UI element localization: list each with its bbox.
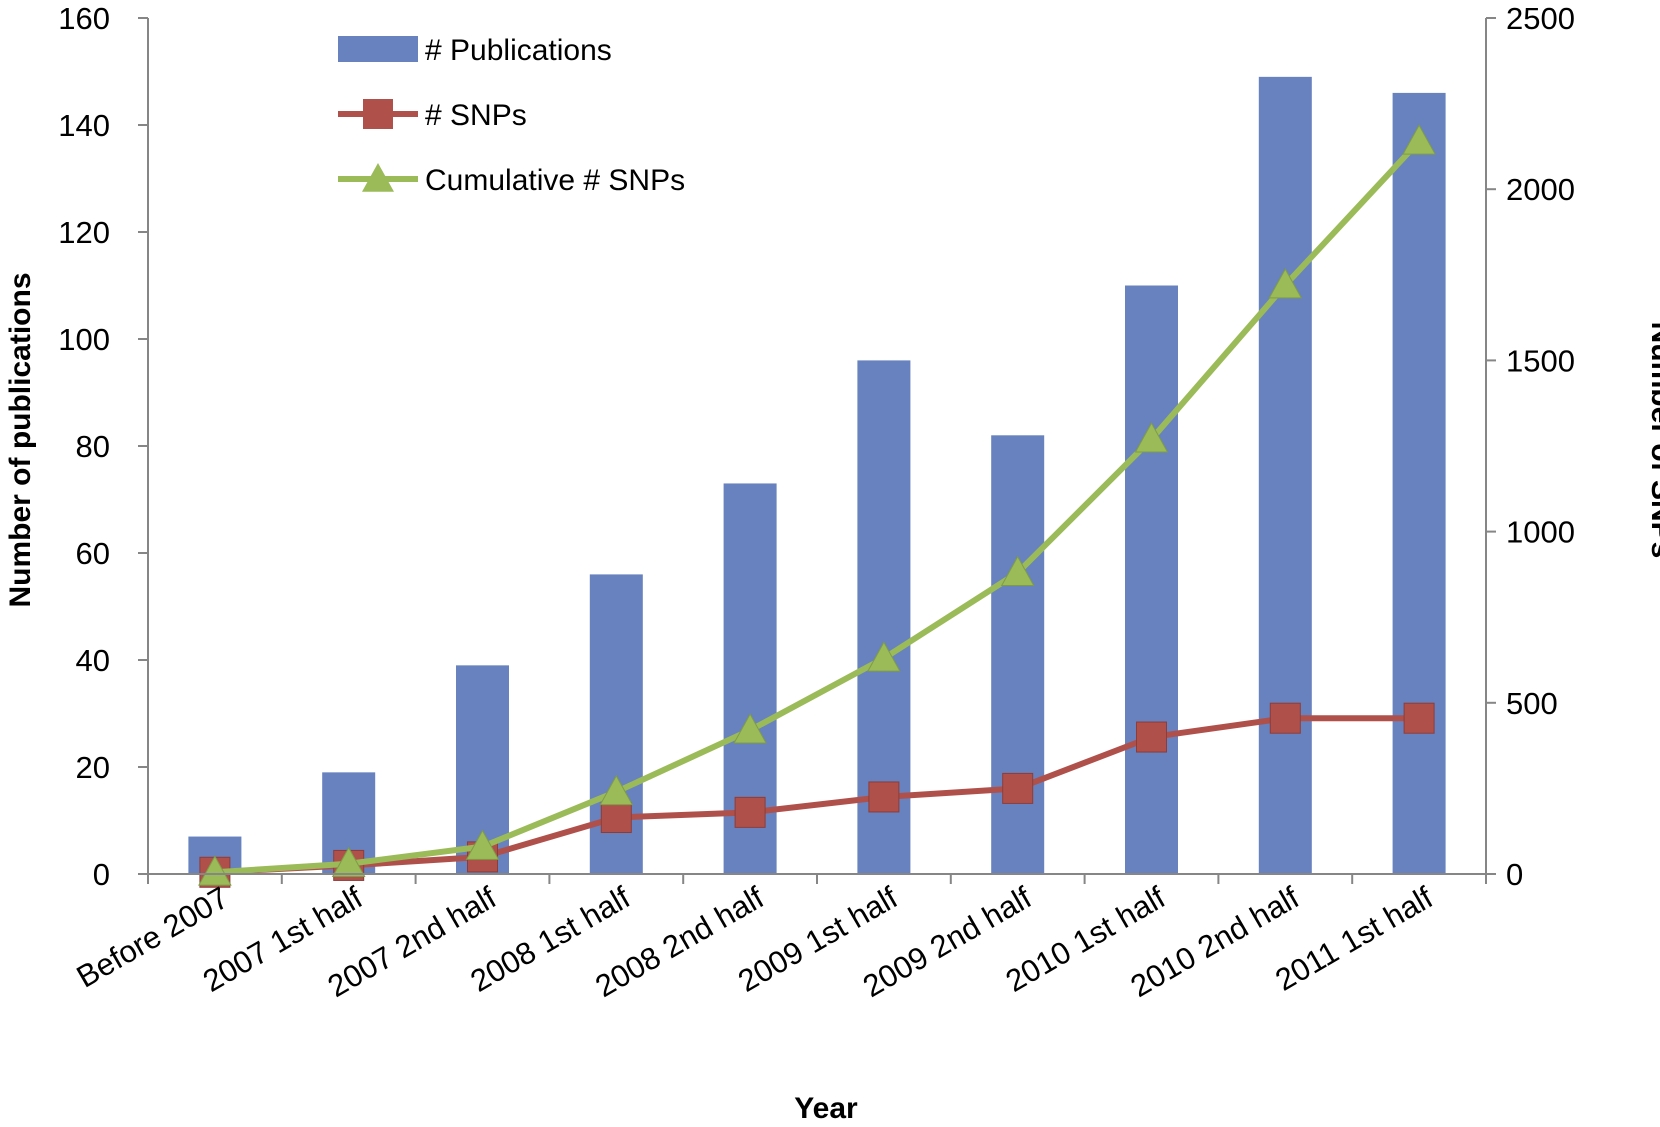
- bar-publications: [991, 435, 1045, 874]
- bar-publications: [1258, 76, 1312, 875]
- line-snps: [214, 715, 1420, 876]
- point-snps: [600, 802, 632, 834]
- y-axis-title: Number of publications: [4, 272, 37, 607]
- point-cumulative-snps: [599, 774, 634, 806]
- point-snps: [734, 796, 766, 828]
- point-cumulative-snps: [198, 855, 232, 886]
- point-snps: [1136, 721, 1167, 753]
- legend-swatch-publications: [338, 36, 418, 62]
- lines-layer: [198, 124, 1436, 888]
- y-tick-label: 140: [58, 108, 110, 143]
- legend-marker-cumulative-snps: [362, 163, 394, 192]
- y-tick-label: 60: [76, 536, 110, 571]
- y2-tick-label: 1000: [1506, 515, 1575, 550]
- point-snps: [868, 781, 900, 813]
- point-snps: [1403, 702, 1435, 734]
- x-axis-title: Year: [794, 1092, 858, 1125]
- bars-layer: [188, 76, 1446, 875]
- point-cumulative-snps: [331, 846, 366, 878]
- y-tick-label: 20: [76, 750, 110, 785]
- point-cumulative-snps: [1000, 555, 1035, 586]
- point-cumulative-snps: [1268, 268, 1303, 299]
- point-cumulative-snps: [1134, 422, 1169, 453]
- y-tick-label: 40: [76, 643, 110, 678]
- y-tick-label: 0: [93, 857, 110, 892]
- y2-tick-label: 500: [1506, 686, 1558, 721]
- point-snps: [1002, 772, 1034, 804]
- y2-axis-title: Number of SNPs: [1645, 322, 1660, 559]
- y2-tick-label: 1500: [1506, 343, 1575, 378]
- point-cumulative-snps: [465, 829, 500, 860]
- legend-marker-snps: [363, 99, 393, 129]
- y-tick-label: 160: [58, 1, 110, 36]
- axes-layer: 0 20 40 60 80 100 120 140 160 0 500 1000 1500 2000 250…: [58, 1, 1575, 1004]
- point-snps: [1269, 702, 1301, 734]
- legend-label-snps: # SNPs: [425, 99, 527, 132]
- line-cumulative-snps: [214, 139, 1422, 876]
- y-tick-label: 80: [76, 429, 110, 464]
- legend-label-publications: # Publications: [425, 34, 612, 67]
- point-cumulative-snps: [1402, 124, 1436, 155]
- y-tick-label: 100: [58, 322, 110, 357]
- y2-tick-label: 0: [1506, 857, 1523, 892]
- legend: # Publications # SNPs Cumulative # SNPs: [338, 34, 685, 197]
- bar-publications: [1125, 285, 1178, 874]
- y2-tick-label: 2500: [1506, 1, 1575, 36]
- y-tick-label: 120: [58, 215, 110, 250]
- y2-tick-label: 2000: [1506, 172, 1575, 207]
- point-cumulative-snps: [733, 713, 767, 744]
- bar-publications: [1392, 92, 1446, 874]
- legend-label-cumulative-snps: Cumulative # SNPs: [425, 164, 685, 197]
- point-cumulative-snps: [867, 641, 901, 672]
